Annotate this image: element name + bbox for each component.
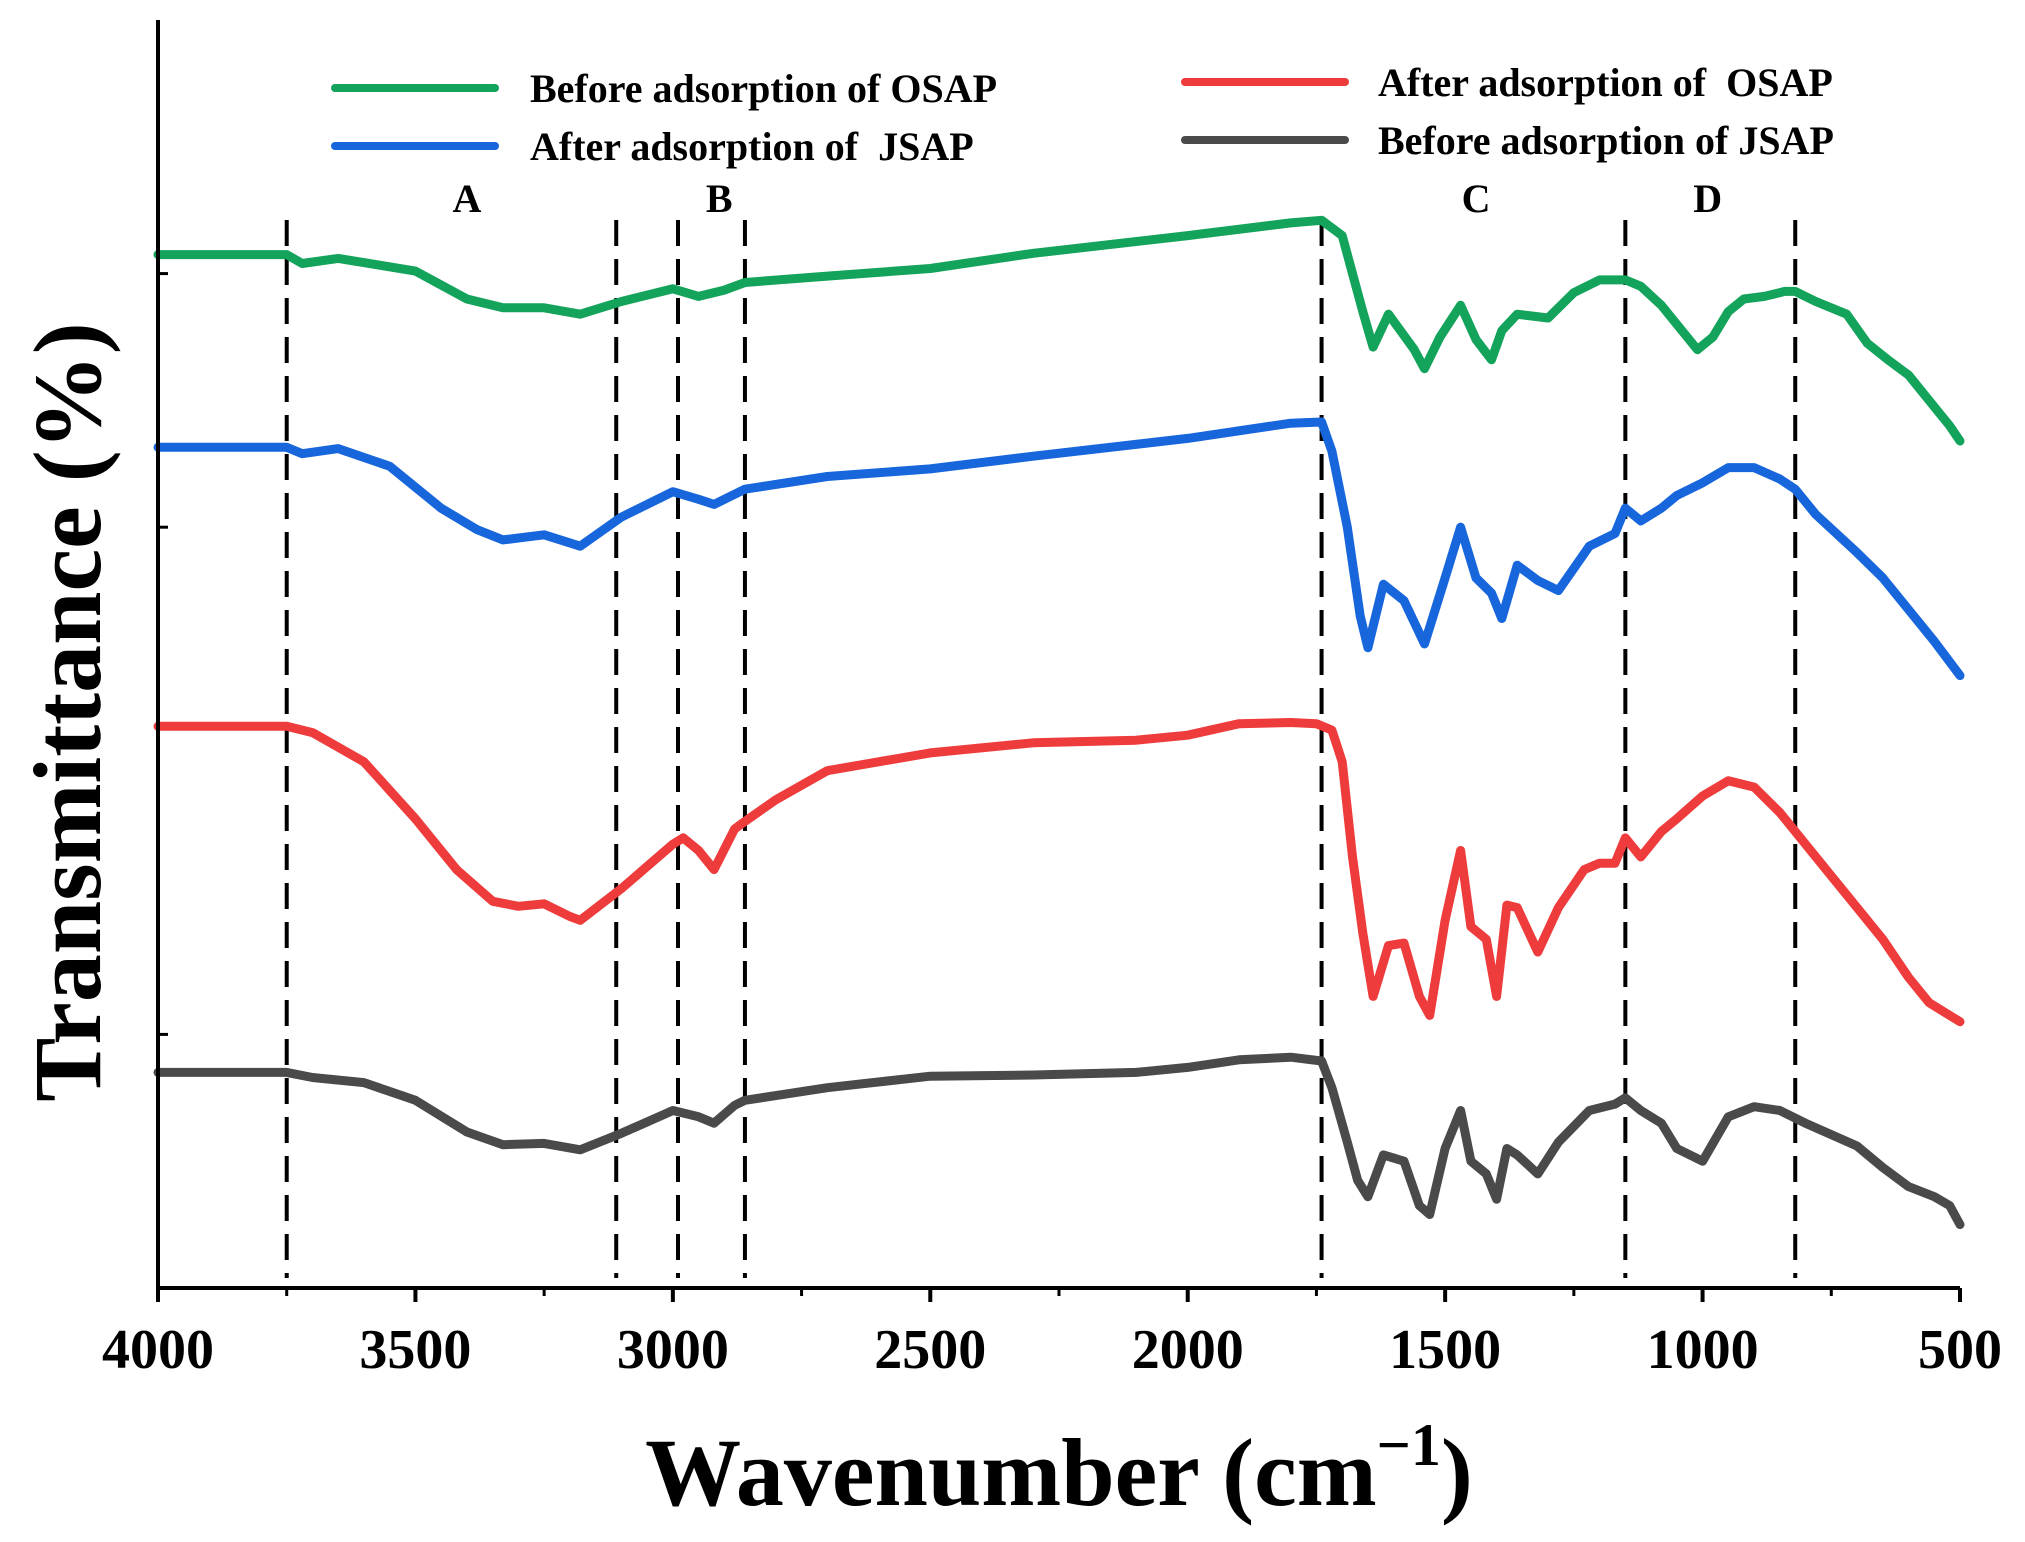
x-tick-label-2000: 2000 <box>1132 1319 1244 1381</box>
x-ticks: 4000 3500 3000 2500 2000 1500 1000 500 <box>102 1288 2002 1381</box>
legend-label-1: Before adsorption of OSAP <box>530 66 997 111</box>
region-label-A: A <box>452 176 481 221</box>
x-tick-label-2500: 2500 <box>874 1319 986 1381</box>
reference-lines <box>284 220 1798 1278</box>
legend-label-4: Before adsorption of JSAP <box>1378 118 1834 163</box>
x-tick-label-500: 500 <box>1918 1319 2002 1381</box>
x-tick-label-1000: 1000 <box>1647 1319 1759 1381</box>
legend-label-3: After adsorption of OSAP <box>1378 60 1833 105</box>
region-label-C: C <box>1462 176 1491 221</box>
series-line-2 <box>153 417 1965 681</box>
plot-area <box>158 20 1960 1288</box>
series-lines <box>153 215 1965 1230</box>
y-axis-label: Transmittance (%) <box>14 322 121 1101</box>
x-tick-label-1500: 1500 <box>1389 1319 1501 1381</box>
region-labels: A B C D <box>452 176 1722 221</box>
region-label-D: D <box>1693 176 1722 221</box>
series-line-3 <box>153 718 1965 1027</box>
region-label-B: B <box>706 176 733 221</box>
legend-label-2: After adsorption of JSAP <box>530 124 974 169</box>
series-line-4 <box>153 1052 1965 1230</box>
legend: Before adsorption of OSAP After adsorptio… <box>331 60 1834 169</box>
x-tick-label-3000: 3000 <box>617 1319 729 1381</box>
x-axis-label: Wavenumber (cm−1) <box>645 1412 1473 1526</box>
x-axis-label-superscript: −1 <box>1377 1412 1441 1478</box>
x-tick-label-3500: 3500 <box>359 1319 471 1381</box>
series-line-1 <box>153 215 1965 446</box>
x-tick-label-4000: 4000 <box>102 1319 214 1381</box>
